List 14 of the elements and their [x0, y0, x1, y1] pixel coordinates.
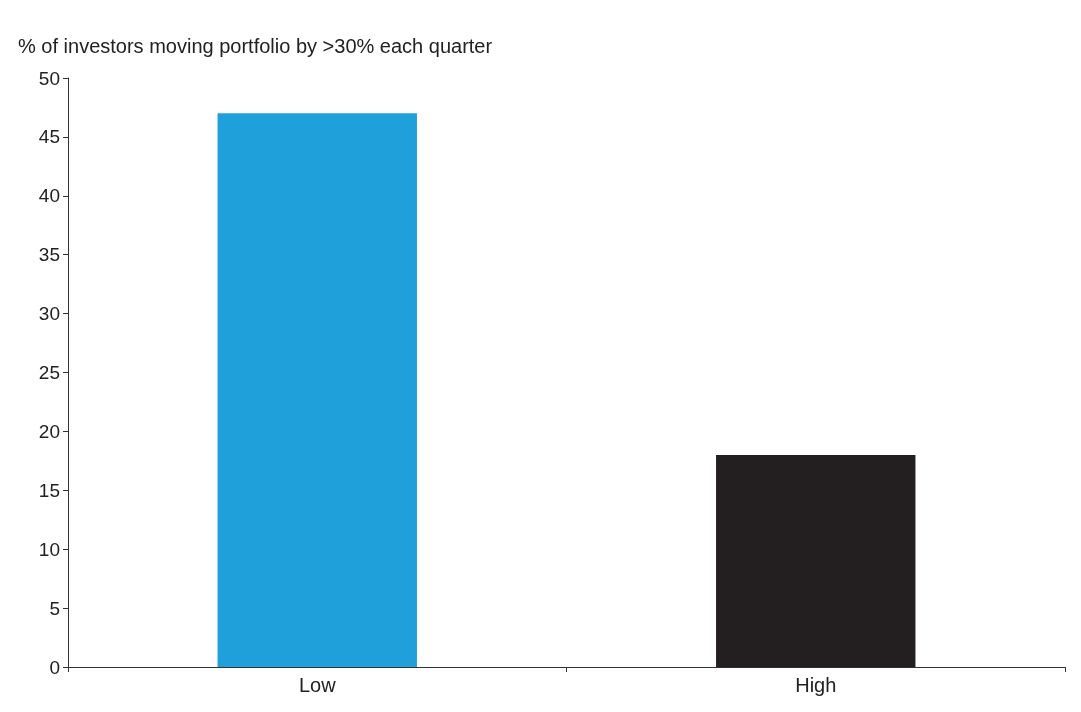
- y-tick-label: 30: [38, 303, 60, 325]
- y-tick-label: 50: [38, 67, 60, 89]
- y-tick-label: 40: [38, 185, 60, 207]
- x-tick-label: Low: [298, 674, 337, 696]
- y-axis-title: % of investors moving portfolio by >30% each quarter: [18, 35, 493, 57]
- y-tick-label: 35: [38, 244, 60, 266]
- y-tick-label: 0: [49, 656, 60, 678]
- y-tick-label: 15: [38, 479, 60, 501]
- y-tick-label: 10: [38, 538, 60, 560]
- x-tick-label: High: [795, 674, 837, 696]
- y-tick-label: 20: [38, 420, 60, 442]
- y-tick-label: 5: [49, 597, 60, 619]
- y-tick-label: 25: [38, 362, 60, 383]
- y-tick-label: 45: [38, 126, 60, 148]
